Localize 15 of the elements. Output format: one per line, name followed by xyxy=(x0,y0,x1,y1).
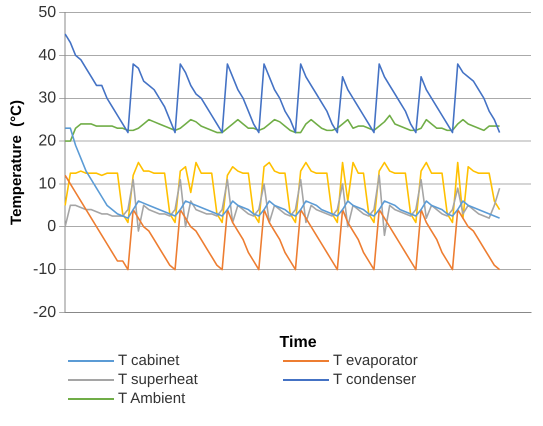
y-tick-label: 40 xyxy=(38,46,56,64)
y-tick-label: 0 xyxy=(47,218,56,236)
y-tick-label: -10 xyxy=(33,260,56,278)
y-tick-label: 20 xyxy=(38,132,56,150)
y-axis-title: Temperature (°C) xyxy=(8,100,26,225)
y-tick-label: 50 xyxy=(38,4,56,22)
legend-label: T Ambient xyxy=(118,390,186,407)
legend-label: T cabinet xyxy=(118,352,180,369)
y-tick-label: 30 xyxy=(38,90,56,107)
legend-label: T condenser xyxy=(333,371,416,388)
y-tick-label: 10 xyxy=(38,175,56,192)
y-tick-label: -20 xyxy=(33,304,56,321)
legend-label: T superheat xyxy=(118,371,198,388)
x-axis-title: Time xyxy=(280,334,317,351)
legend-label: T evaporator xyxy=(333,352,418,369)
